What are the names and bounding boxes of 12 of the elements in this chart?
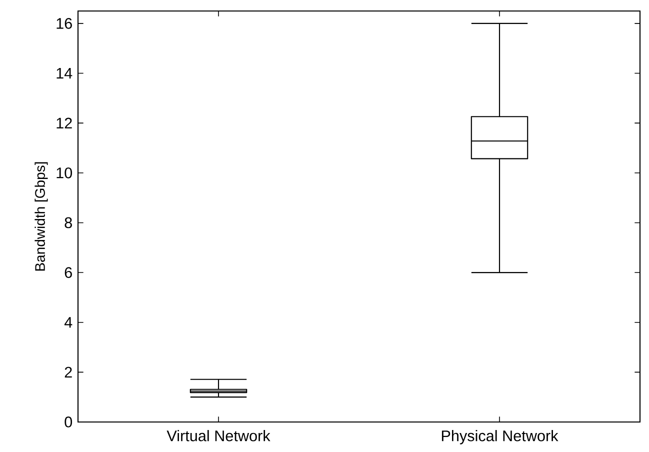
y-tick-label: 4	[64, 317, 72, 328]
y-tick-label: 14	[56, 68, 72, 79]
y-tick-label: 16	[56, 18, 72, 29]
y-tick-label: 2	[64, 366, 72, 378]
y-tick-label: 10	[56, 167, 72, 178]
x-tick-label: Virtual Network	[166, 430, 270, 442]
y-axis-title: Bandwidth [Gbps]	[34, 162, 48, 271]
x-tick-label: Physical Network	[442, 430, 558, 444]
y-tick-label: 8	[64, 217, 72, 228]
y-tick-label: 12	[56, 118, 72, 128]
y-tick-label: 6	[64, 267, 72, 278]
y-tick-label: 0	[64, 416, 72, 428]
